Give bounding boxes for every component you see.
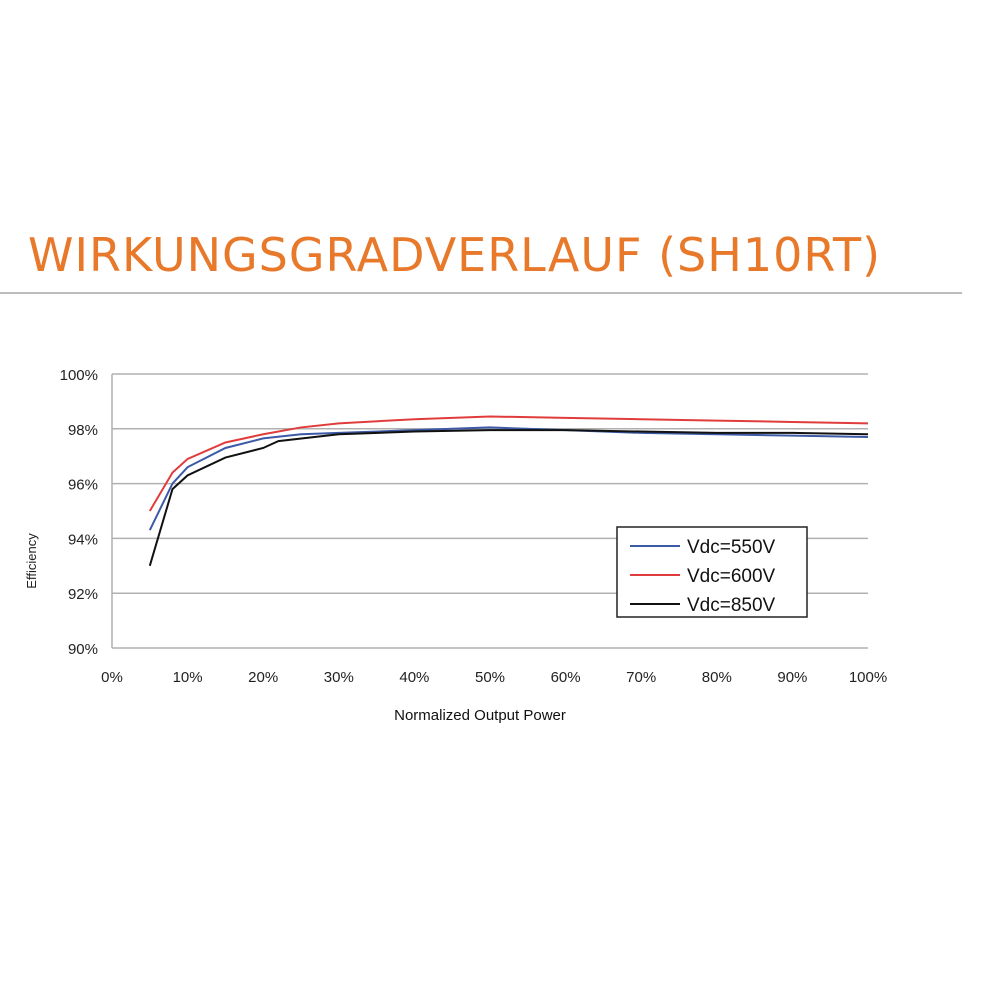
y-axis-label: Efficiency (24, 533, 39, 589)
y-tick-label: 98% (68, 422, 98, 439)
x-tick-label: 100% (849, 669, 887, 686)
y-tick-label: 90% (68, 641, 98, 658)
series-line-vdc600v (148, 415, 869, 512)
y-tick-label: 96% (68, 477, 98, 494)
legend-label: Vdc=550V (687, 537, 776, 558)
series-line-vdc850v (148, 429, 869, 567)
x-tick-label: 0% (101, 669, 123, 686)
x-tick-label: 90% (777, 669, 807, 686)
x-tick-label: 50% (475, 669, 505, 686)
x-tick-label: 30% (324, 669, 354, 686)
legend-label: Vdc=600V (687, 566, 776, 587)
y-tick-label: 100% (60, 367, 98, 384)
x-tick-label: 80% (702, 669, 732, 686)
x-tick-label: 60% (551, 669, 581, 686)
x-axis-label: Normalized Output Power (394, 707, 566, 724)
legend-label: Vdc=850V (687, 595, 776, 616)
y-tick-label: 92% (68, 586, 98, 603)
y-tick-label: 94% (68, 531, 98, 548)
legend-box (616, 526, 808, 618)
chart-title: WIRKUNGSGRADVERLAUF (SH10RT) (28, 228, 882, 282)
x-tick-label: 10% (173, 669, 203, 686)
series-line-vdc550v (148, 426, 869, 531)
title-divider (0, 292, 962, 294)
x-tick-label: 40% (399, 669, 429, 686)
x-tick-label: 20% (248, 669, 278, 686)
x-tick-label: 70% (626, 669, 656, 686)
